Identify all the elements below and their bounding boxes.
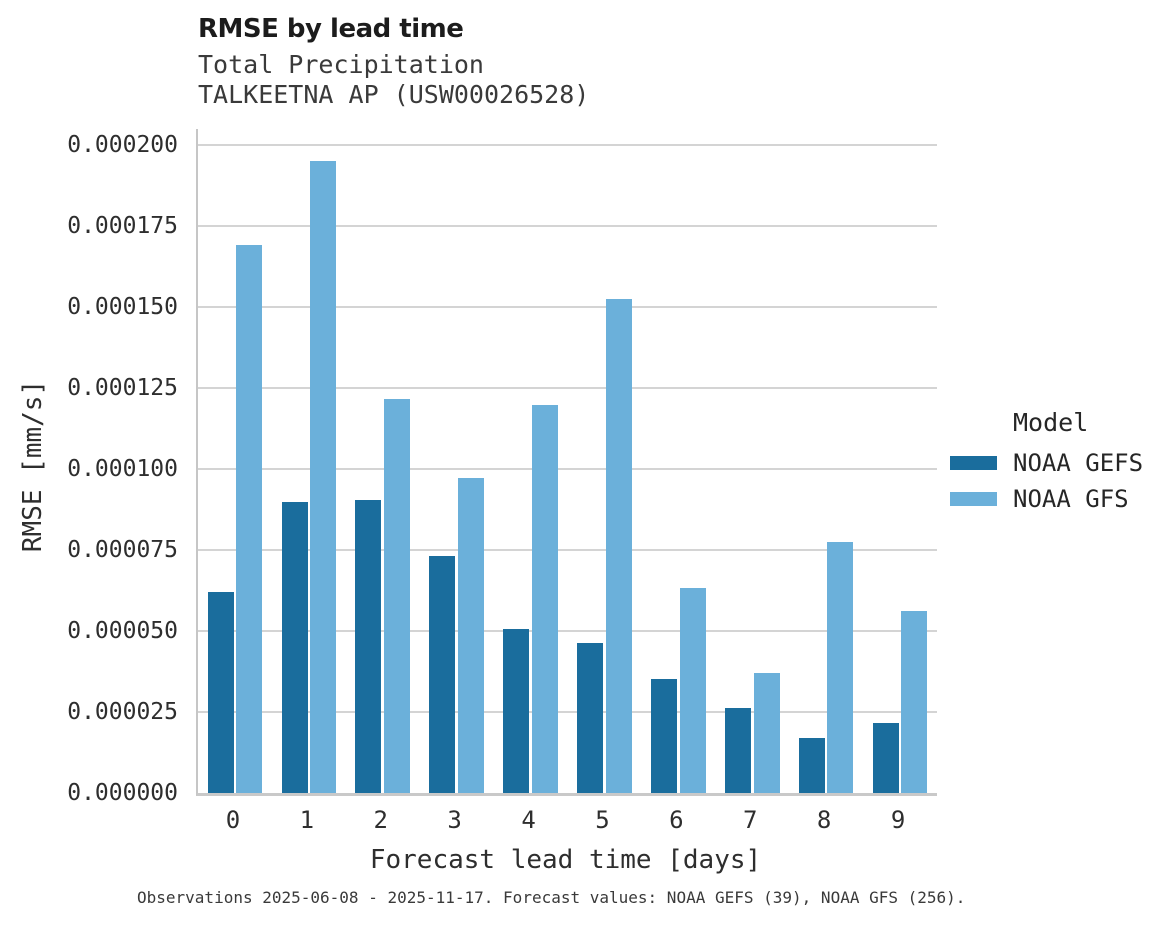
legend-label: NOAA GEFS (1013, 448, 1144, 477)
legend-entries: NOAA GEFS NOAA GFS (950, 448, 1165, 513)
gridline (198, 630, 937, 633)
x-axis-tick-labels: 0 1 2 3 4 5 6 7 8 9 (196, 806, 935, 836)
bar-noaa-gfs-lead-6 (679, 587, 706, 793)
y-tick-label: 0.000000 (67, 780, 178, 806)
x-tick-label: 9 (890, 806, 906, 834)
x-tick-label: 1 (299, 806, 315, 834)
bar-noaa-gefs-lead-1 (281, 501, 308, 793)
y-tick-label: 0.000150 (67, 294, 178, 321)
x-tick-label: 4 (521, 806, 536, 834)
bar-noaa-gefs-lead-4 (503, 628, 530, 793)
y-axis-tick-labels: 0.000000 0.000025 0.000050 0.000075 0.000100… (0, 129, 178, 806)
legend-entry: NOAA GFS (950, 484, 1165, 513)
figure-title: RMSE by lead time (198, 14, 464, 44)
x-tick-label: 8 (816, 806, 832, 834)
legend-label: NOAA GFS (1013, 484, 1129, 513)
y-tick-label: 0.000025 (67, 699, 178, 726)
y-tick-label: 0.000050 (67, 618, 178, 645)
legend-swatch-noaa-gfs (950, 491, 997, 506)
bar-noaa-gefs-lead-2 (355, 499, 382, 793)
figure-subtitle-variable: Total Precipitation (198, 50, 484, 79)
gridline (198, 306, 937, 309)
bar-noaa-gfs-lead-3 (457, 477, 484, 793)
x-tick-label: 5 (595, 806, 610, 834)
x-axis-label: Forecast lead time [days] (369, 845, 762, 875)
gridline (198, 225, 937, 228)
x-tick-label: 6 (669, 806, 684, 834)
bar-noaa-gefs-lead-6 (651, 678, 678, 793)
y-tick-label: 0.000125 (67, 375, 178, 402)
x-tick-label: 7 (743, 806, 758, 834)
bar-noaa-gfs-lead-2 (384, 398, 411, 793)
bar-noaa-gfs-lead-5 (605, 299, 632, 793)
y-tick-label: 0.000200 (67, 132, 178, 159)
gridline (198, 468, 937, 471)
bar-noaa-gfs-lead-7 (753, 672, 780, 793)
y-tick-label: 0.000100 (67, 456, 178, 483)
legend-title: Model (1013, 408, 1089, 437)
x-tick-label: 3 (447, 806, 462, 834)
x-tick-label: 0 (225, 806, 241, 834)
plot-area (196, 129, 937, 796)
legend-entry: NOAA GEFS (950, 448, 1165, 477)
legend-swatch-noaa-gefs (950, 455, 997, 470)
bar-noaa-gfs-lead-0 (236, 244, 263, 793)
x-tick-label: 2 (373, 806, 388, 834)
figure-subtitle-station: TALKEETNA AP (USW00026528) (198, 80, 590, 109)
bar-noaa-gefs-lead-7 (724, 708, 751, 793)
gridline (198, 387, 937, 390)
gridline (198, 711, 937, 714)
gridline (198, 549, 937, 552)
bar-noaa-gfs-lead-4 (531, 405, 558, 793)
bar-noaa-gfs-lead-8 (827, 542, 854, 793)
bar-noaa-gefs-lead-0 (207, 592, 234, 793)
y-tick-label: 0.000075 (67, 537, 178, 564)
bar-noaa-gfs-lead-1 (310, 161, 337, 793)
bar-noaa-gefs-lead-5 (577, 642, 604, 793)
bar-noaa-gfs-lead-9 (901, 610, 928, 793)
legend: Model NOAA GEFS NOAA GFS (950, 408, 1165, 523)
bar-noaa-gefs-lead-9 (872, 723, 899, 793)
bar-noaa-gefs-lead-3 (429, 555, 456, 793)
gridline (198, 144, 937, 147)
footer-caption: Observations 2025-06-08 - 2025-11-17. Fo… (137, 888, 966, 907)
y-tick-label: 0.000175 (67, 213, 178, 240)
bar-noaa-gefs-lead-8 (798, 737, 825, 793)
